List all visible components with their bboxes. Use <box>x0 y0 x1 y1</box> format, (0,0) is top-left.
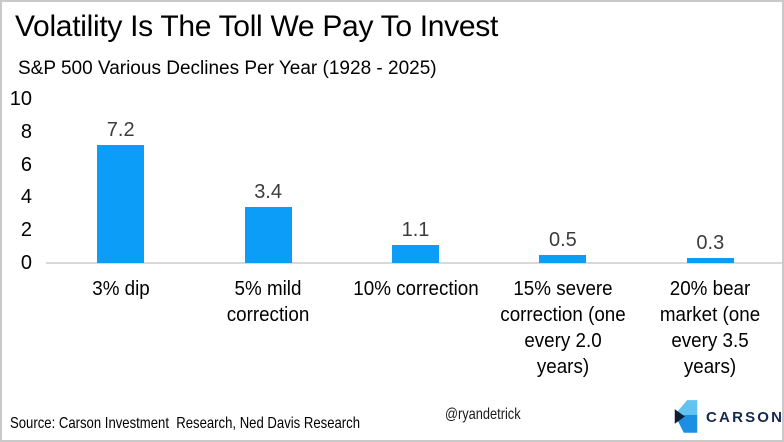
bar <box>97 145 145 263</box>
twitter-handle: @ryandetrick <box>445 406 521 423</box>
chart-title: Volatility Is The Toll We Pay To Invest <box>15 10 498 43</box>
y-tick-label: 0 <box>20 252 32 274</box>
y-tick-label: 10 <box>9 88 32 110</box>
y-tick-label: 4 <box>20 186 32 209</box>
x-axis-line <box>46 262 782 264</box>
source-text: Source: Carson Investment Research, Ned … <box>10 415 361 432</box>
x-category-label: 3% dip <box>91 278 150 300</box>
bar-value-label: 3.4 <box>254 181 282 203</box>
carson-wordmark: CARSON <box>706 409 784 426</box>
y-tick-label: 2 <box>20 219 32 242</box>
x-category-label: 5% mild correction <box>226 278 310 326</box>
bar <box>392 245 439 263</box>
bar-value-label: 0.3 <box>696 232 725 254</box>
bar-value-label: 1.1 <box>401 219 430 241</box>
bar-value-label: 0.5 <box>548 229 577 251</box>
chart-subtitle: S&P 500 Various Declines Per Year (1928 … <box>18 58 437 79</box>
y-tick-label: 8 <box>20 120 32 143</box>
y-tick-label: 6 <box>20 153 32 176</box>
bar <box>539 255 587 263</box>
x-category-label: 20% bear market (one every 3.5 years) <box>660 278 761 378</box>
x-category-label: 10% correction <box>352 278 479 300</box>
bar-value-label: 7.2 <box>106 119 135 141</box>
carson-logo: CARSON <box>672 399 784 435</box>
bar <box>686 258 734 263</box>
bar <box>244 207 292 263</box>
x-category-label: 15% severe correction (one every 2.0 yea… <box>500 278 626 378</box>
